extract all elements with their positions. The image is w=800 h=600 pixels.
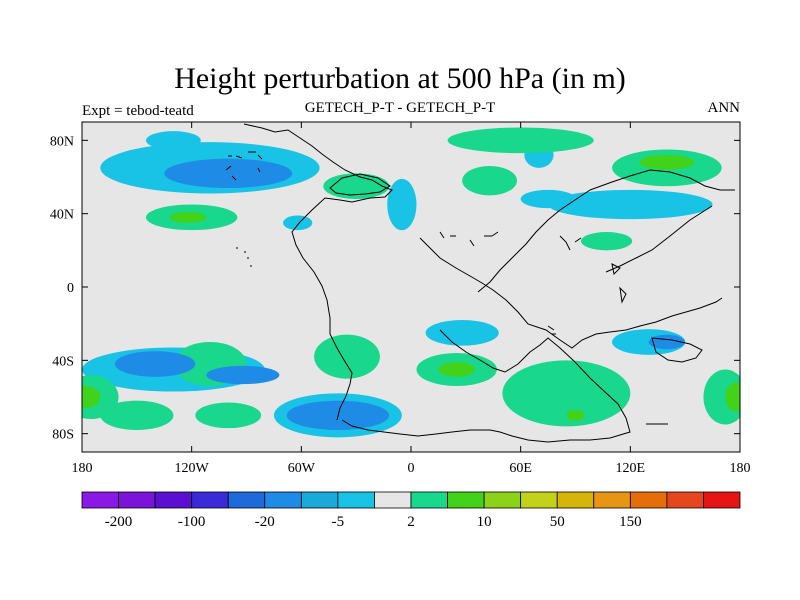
x-tick-label: 120E	[616, 461, 646, 476]
negative-anomaly-6	[548, 189, 713, 220]
colorbar-swatch-15	[629, 491, 668, 509]
season-label: ANN	[707, 100, 741, 116]
negative-anomaly-4	[283, 215, 313, 231]
x-tick-label: 0	[408, 461, 415, 476]
coastline-america	[243, 123, 393, 421]
colorbar-swatch-14	[593, 491, 631, 509]
positive-anomaly-22	[462, 166, 518, 196]
colorbar-swatch-11	[483, 491, 522, 509]
colorbar: -200 -100 -20 -5 2 10 50 150	[81, 491, 741, 530]
y-tick-label: 40S	[52, 354, 74, 369]
island-cluster-far-east	[611, 263, 627, 304]
negative-anomaly-1	[164, 158, 293, 188]
y-tick-label: 80S	[52, 428, 74, 443]
negative-anomaly-9	[114, 351, 196, 377]
colorbar-swatch-1	[118, 491, 156, 509]
island-cluster-arctic	[225, 151, 263, 181]
island-dots-pacific	[236, 247, 252, 267]
colorbar-label: -100	[178, 514, 206, 530]
experiment-label: Expt = tebod-teatd	[82, 103, 194, 119]
positive-anomaly-34	[703, 369, 740, 425]
colorbar-swatch-16	[666, 491, 704, 509]
coastline-asia-east	[605, 205, 713, 273]
colorbar-swatch-9	[410, 491, 448, 509]
negative-anomaly-10	[206, 365, 280, 385]
positive-anomaly-21	[639, 155, 695, 170]
colorbar-swatch-6	[300, 491, 339, 509]
coastline-africa	[439, 329, 631, 443]
y-tick-label: 0	[67, 281, 74, 296]
positive-anomaly-25	[100, 400, 174, 431]
x-tick-label: 180	[72, 461, 93, 476]
coastlines	[243, 123, 735, 443]
positive-anomaly-35	[725, 382, 740, 412]
island-cluster-north	[439, 231, 499, 247]
colorbar-label: -5	[332, 514, 345, 530]
colorbar-swatch-7	[337, 491, 375, 509]
positive-anomaly-27	[82, 386, 101, 408]
colorbar-swatch-5	[264, 491, 302, 509]
negative-anomaly-13	[425, 320, 499, 346]
colorbar-label: 150	[619, 514, 642, 530]
colorbar-swatch-10	[447, 491, 485, 509]
colorbar-label: 50	[550, 514, 565, 530]
coastline-antarctica	[341, 419, 490, 437]
colorbar-swatch-13	[556, 491, 595, 509]
positive-anomaly-29	[314, 334, 380, 379]
positive-anomaly-18	[323, 173, 390, 200]
longitude-axis: 180 120W 60W 0 60E 120E 180	[72, 122, 751, 476]
colorbar-swatch-2	[154, 491, 193, 509]
negative-anomaly-3	[387, 178, 417, 231]
colorbar-swatch-3	[191, 491, 229, 509]
colorbar-swatch-17	[703, 491, 741, 509]
coastline-greenland	[329, 173, 391, 196]
negative-anomaly-2	[145, 131, 201, 150]
coastline-asia-north	[477, 169, 735, 293]
negative-anomaly-7	[520, 189, 576, 209]
positive-anomaly-17	[169, 211, 207, 223]
islands	[225, 151, 627, 335]
positive-anomaly-19	[447, 127, 594, 154]
positive-anomaly-23	[580, 232, 633, 251]
colorbar-swatch-4	[227, 491, 266, 509]
positive-anomaly-31	[438, 362, 475, 377]
x-tick-label: 60W	[288, 461, 316, 476]
colorbar-label: 2	[407, 514, 415, 530]
island-cluster-east	[559, 235, 582, 251]
island-cluster-south	[547, 325, 556, 335]
coastline-australia	[651, 337, 703, 363]
colorbar-swatch-0	[81, 491, 119, 509]
positive-anomaly-32	[502, 360, 631, 427]
x-tick-label: 60E	[509, 461, 532, 476]
colorbar-swatch-12	[520, 491, 558, 509]
x-tick-label: 120W	[175, 461, 210, 476]
positive-anomaly-33	[566, 409, 585, 421]
colorbar-label: -200	[105, 514, 133, 530]
map-title: Height perturbation at 500 hPa (in m)	[174, 62, 626, 95]
x-tick-label: 180	[730, 461, 751, 476]
colorbar-label: 10	[477, 514, 492, 530]
coastline-eurasia	[419, 237, 723, 349]
model-comparison-label: GETECH_P-T - GETECH_P-T	[304, 100, 496, 116]
latitude-axis: 80N 40N 0 40S 80S	[50, 134, 740, 443]
positive-anomaly-28	[195, 402, 262, 429]
colorbar-label: -20	[255, 514, 275, 530]
y-tick-label: 80N	[50, 134, 74, 149]
colorbar-swatch-8	[374, 491, 412, 509]
y-tick-label: 40N	[50, 208, 74, 223]
